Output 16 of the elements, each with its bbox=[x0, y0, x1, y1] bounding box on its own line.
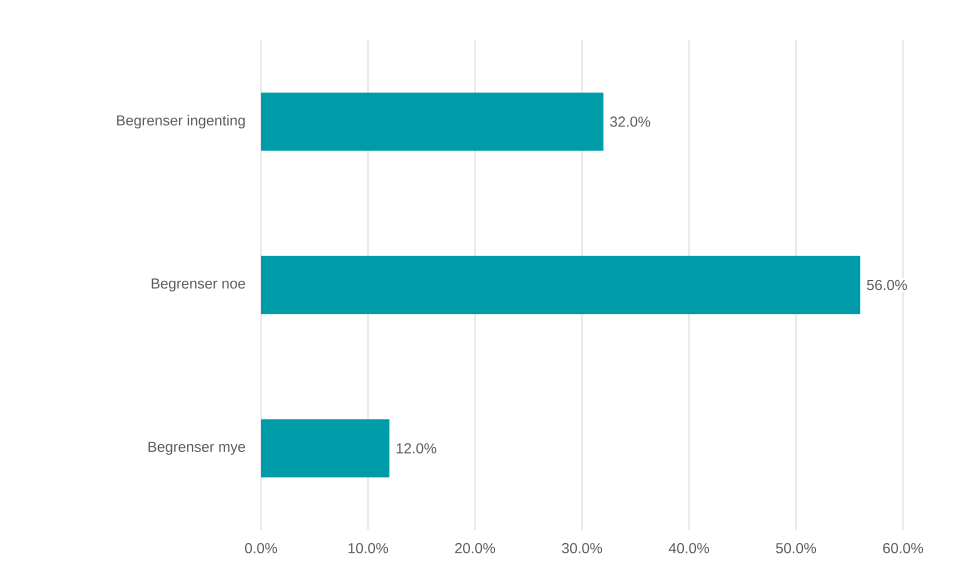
data-label: 12.0% bbox=[396, 443, 436, 454]
data-label: 32.0% bbox=[610, 116, 650, 127]
x-tick-label: 10.0% bbox=[348, 543, 388, 554]
x-tick-label: 20.0% bbox=[455, 543, 496, 554]
y-tick-label: Begrenser noe bbox=[152, 278, 246, 292]
x-tick-label: 30.0% bbox=[562, 543, 602, 554]
y-tick-label: Begrenser ingenting bbox=[117, 114, 245, 128]
x-tick-label: 60.0% bbox=[883, 543, 924, 554]
bar bbox=[261, 419, 390, 478]
y-tick-label: Begrenser mye bbox=[148, 442, 246, 455]
x-tick-label: 50.0% bbox=[776, 543, 816, 554]
x-tick-label: 0.0% bbox=[245, 543, 278, 554]
bar bbox=[261, 92, 604, 151]
bar bbox=[261, 256, 860, 314]
data-label: 56.0% bbox=[866, 280, 907, 290]
x-tick-label: 40.0% bbox=[668, 543, 710, 554]
